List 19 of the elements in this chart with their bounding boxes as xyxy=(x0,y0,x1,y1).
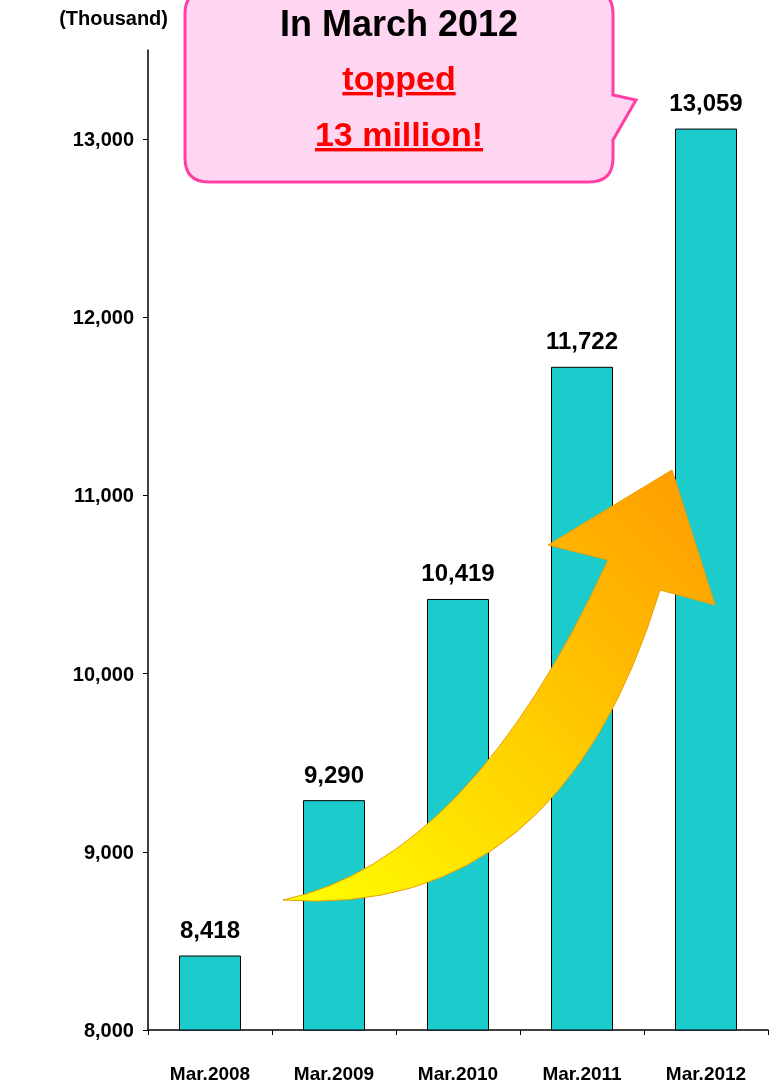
x-tick-label: Mar.2010 xyxy=(417,1063,499,1084)
data-label: 9,290 xyxy=(303,760,365,788)
data-label: 11,722 xyxy=(545,327,619,355)
data-label: 10,419 xyxy=(421,559,495,587)
y-axis-title: (Thousand) xyxy=(59,7,168,29)
y-tick-label: 11,000 xyxy=(73,484,134,507)
x-tick-label: Mar.2012 xyxy=(665,1063,747,1084)
x-tick-label: Mar.2011 xyxy=(542,1063,623,1084)
data-label: 13,059 xyxy=(669,89,743,117)
y-tick-label: 10,000 xyxy=(72,662,134,685)
annotation: topped 13 million! xyxy=(314,59,484,153)
x-tick-label: Mar.2009 xyxy=(293,1063,375,1084)
speech-callout: In March 2012 topped 13 million! xyxy=(183,0,639,184)
y-tick-label: 13,000 xyxy=(72,128,134,151)
data-label: 8,418 xyxy=(179,916,241,944)
y-tick-label: 12,000 xyxy=(72,306,134,329)
y-tick-label: 9,000 xyxy=(83,840,134,863)
y-tick-label: 8,000 xyxy=(83,1019,134,1041)
x-tick-label: Mar.2008 xyxy=(169,1063,251,1084)
